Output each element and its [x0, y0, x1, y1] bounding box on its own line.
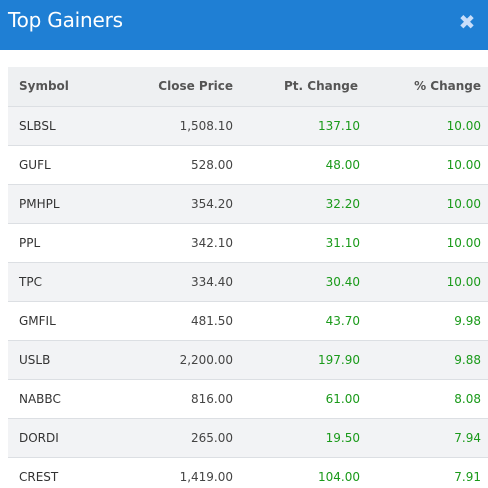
pt-change-cell: 104.00 [318, 469, 360, 484]
table-row[interactable]: NABBC 816.00 61.00 8.08 [8, 379, 488, 418]
close-price-cell: 481.50 [191, 313, 233, 328]
close-price-cell: 354.20 [191, 196, 233, 211]
symbol-cell: PMHPL [19, 196, 60, 211]
symbol-cell: GMFIL [19, 313, 56, 328]
table-row[interactable]: CREST 1,419.00 104.00 7.91 [8, 457, 488, 488]
table-row[interactable]: GMFIL 481.50 43.70 9.98 [8, 301, 488, 340]
pt-change-cell: 31.10 [325, 235, 360, 250]
pct-change-cell: 10.00 [446, 235, 481, 250]
table-row[interactable]: DORDI 265.00 19.50 7.94 [8, 418, 488, 457]
pt-change-cell: 61.00 [325, 391, 360, 406]
gainers-table: Symbol Close Price Pt. Change % Change S… [8, 67, 488, 488]
pt-change-cell: 19.50 [325, 430, 360, 445]
symbol-cell: USLB [19, 352, 51, 367]
pt-change-cell: 32.20 [325, 196, 360, 211]
table-row[interactable]: TPC 334.40 30.40 10.00 [8, 262, 488, 301]
symbol-cell: TPC [19, 274, 42, 289]
close-price-cell: 342.10 [191, 235, 233, 250]
pct-change-cell: 7.91 [454, 469, 481, 484]
table-row[interactable]: SLBSL 1,508.10 137.10 10.00 [8, 106, 488, 145]
pt-change-cell: 197.90 [318, 352, 360, 367]
pt-change-cell: 30.40 [325, 274, 360, 289]
close-price-cell: 1,508.10 [179, 118, 233, 133]
column-header-pct-change[interactable]: % Change [414, 79, 481, 94]
pct-change-cell: 10.00 [446, 157, 481, 172]
close-price-cell: 528.00 [191, 157, 233, 172]
pct-change-cell: 10.00 [446, 274, 481, 289]
symbol-cell: NABBC [19, 391, 61, 406]
symbol-cell: DORDI [19, 430, 59, 445]
pct-change-cell: 9.98 [454, 313, 481, 328]
pt-change-cell: 137.10 [318, 118, 360, 133]
pct-change-cell: 8.08 [454, 391, 481, 406]
table-row[interactable]: GUFL 528.00 48.00 10.00 [8, 145, 488, 184]
pct-change-cell: 9.88 [454, 352, 481, 367]
pt-change-cell: 43.70 [325, 313, 360, 328]
symbol-cell: CREST [19, 469, 59, 484]
modal-title: Top Gainers [8, 8, 123, 32]
modal-header: Top Gainers ✖ [0, 0, 488, 50]
gainers-table-container: Symbol Close Price Pt. Change % Change S… [8, 67, 488, 488]
table-row[interactable]: USLB 2,200.00 197.90 9.88 [8, 340, 488, 379]
close-price-cell: 2,200.00 [179, 352, 233, 367]
column-header-pt-change[interactable]: Pt. Change [284, 79, 358, 94]
pct-change-cell: 10.00 [446, 118, 481, 133]
column-header-symbol[interactable]: Symbol [19, 79, 69, 94]
table-row[interactable]: PPL 342.10 31.10 10.00 [8, 223, 488, 262]
close-price-cell: 265.00 [191, 430, 233, 445]
column-header-close-price[interactable]: Close Price [158, 79, 233, 94]
symbol-cell: SLBSL [19, 118, 56, 133]
symbol-cell: GUFL [19, 157, 51, 172]
pct-change-cell: 7.94 [454, 430, 481, 445]
symbol-cell: PPL [19, 235, 41, 250]
close-price-cell: 816.00 [191, 391, 233, 406]
pt-change-cell: 48.00 [325, 157, 360, 172]
table-header-row: Symbol Close Price Pt. Change % Change [8, 67, 488, 106]
table-row[interactable]: PMHPL 354.20 32.20 10.00 [8, 184, 488, 223]
close-icon[interactable]: ✖ [458, 10, 476, 34]
close-price-cell: 1,419.00 [179, 469, 233, 484]
pct-change-cell: 10.00 [446, 196, 481, 211]
close-price-cell: 334.40 [191, 274, 233, 289]
